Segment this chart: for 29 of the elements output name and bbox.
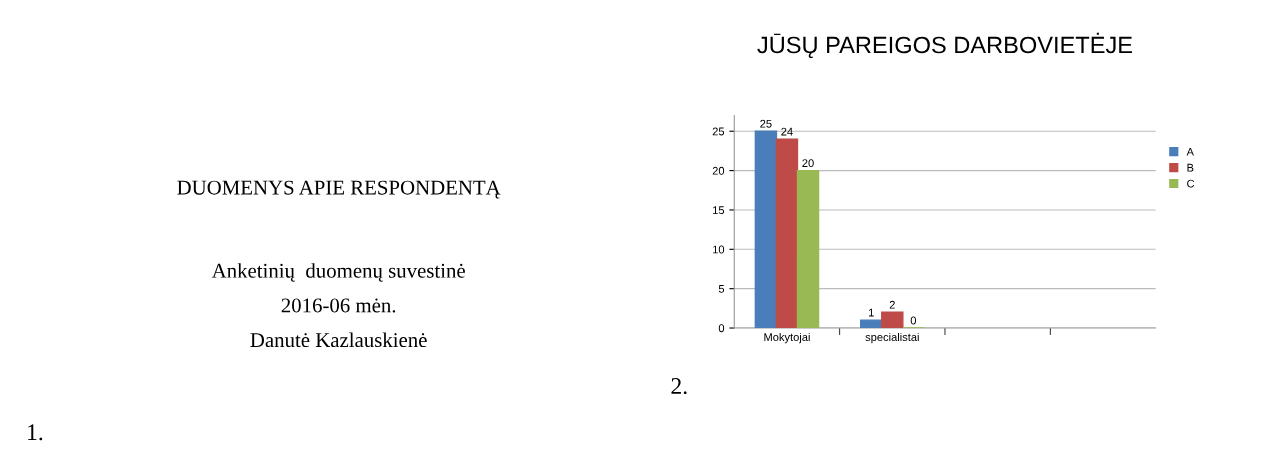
text: 2. bbox=[671, 378, 687, 395]
legend-label: C bbox=[1187, 179, 1195, 188]
text: Danutė Kazlauskienė bbox=[250, 332, 427, 348]
legend-label: A bbox=[1186, 147, 1194, 156]
text: DUOMENYS APIE RESPONDENTĄ bbox=[177, 180, 501, 199]
data-label: 1 bbox=[868, 308, 874, 317]
bar bbox=[754, 130, 778, 329]
bar bbox=[796, 169, 820, 329]
data-label: 24 bbox=[781, 127, 793, 136]
data-label: 2 bbox=[889, 300, 895, 309]
x-tick-label: specialistai bbox=[865, 332, 919, 344]
data-label: 0 bbox=[910, 316, 917, 325]
y-tick-label: 5 bbox=[718, 285, 725, 293]
chart-title: JŪSŲ PAREIGOS DARBOVIETĖJE bbox=[757, 32, 1133, 59]
data-label: 20 bbox=[802, 159, 814, 168]
data-label: 25 bbox=[760, 119, 772, 128]
x-tick-label: Mokytojai bbox=[764, 332, 810, 344]
y-tick-label: 0 bbox=[718, 324, 725, 333]
y-tick-label: 20 bbox=[712, 166, 725, 175]
y-tick-label: 25 bbox=[712, 127, 725, 136]
bar bbox=[775, 138, 799, 329]
text: 1. bbox=[28, 424, 43, 441]
bar bbox=[881, 311, 904, 329]
bar bbox=[860, 319, 883, 329]
y-tick-label: 15 bbox=[713, 206, 725, 215]
text: 2016-06 mėn. bbox=[281, 298, 396, 313]
text: Anketinių duomenų suvestinė bbox=[211, 263, 465, 282]
y-tick-label: 10 bbox=[713, 245, 725, 254]
legend-label: B bbox=[1187, 163, 1194, 172]
